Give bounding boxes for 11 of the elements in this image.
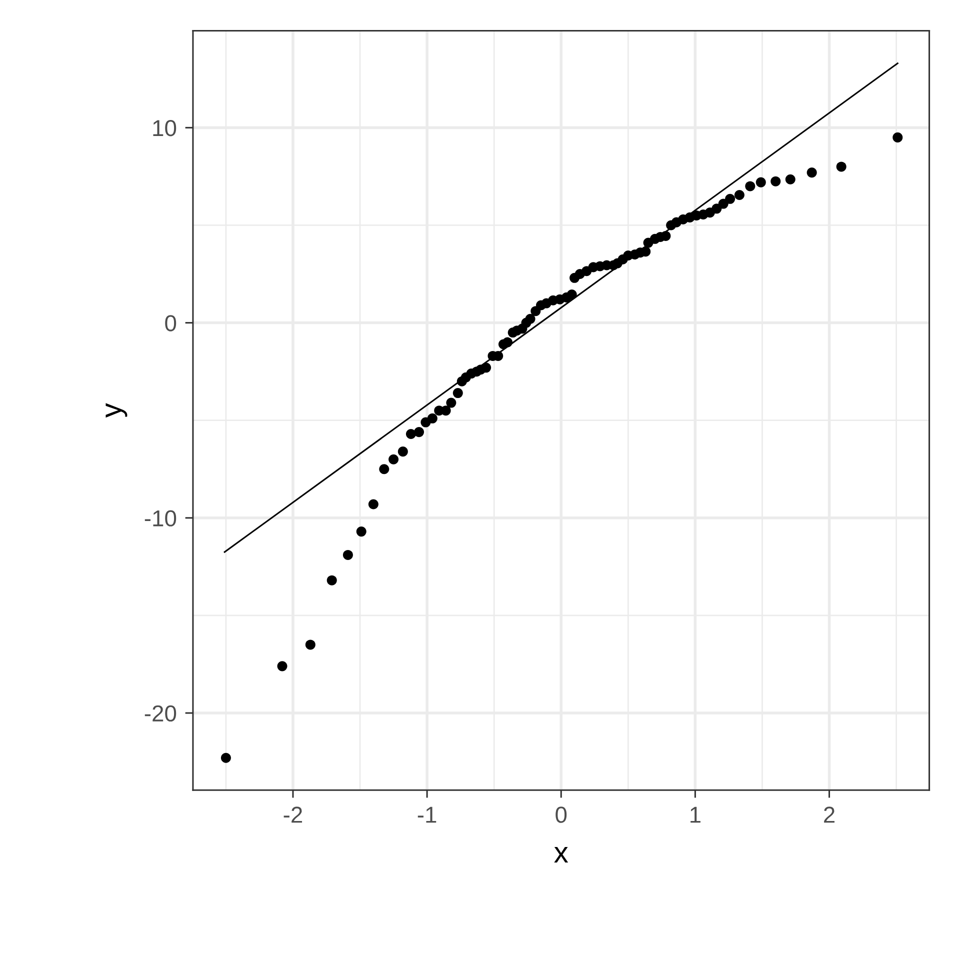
y-tick-label: -20 bbox=[144, 705, 176, 722]
x-axis-title: x bbox=[554, 847, 568, 862]
y-tick-label: -10 bbox=[144, 510, 176, 526]
x-tick-label: 0 bbox=[556, 806, 567, 823]
x-tick-label: -2 bbox=[284, 806, 302, 823]
x-tick-label: -1 bbox=[418, 806, 436, 823]
x-tick-label: 1 bbox=[690, 806, 700, 823]
y-tick-label: 0 bbox=[165, 315, 176, 332]
y-tick-label: 10 bbox=[153, 120, 176, 136]
y-axis-title: y bbox=[106, 403, 128, 418]
x-tick-label: 2 bbox=[824, 806, 834, 823]
